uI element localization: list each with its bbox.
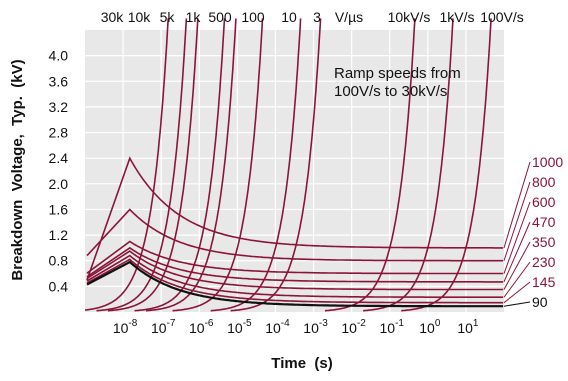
leader-800 bbox=[503, 181, 531, 261]
breakdown-curve-90 bbox=[86, 260, 504, 308]
breakdown-curve-1000 bbox=[86, 156, 504, 281]
x-tick-label: 10-8 bbox=[113, 318, 138, 336]
ramp-curve-5k bbox=[107, 18, 199, 312]
y-tick-label: 2.8 bbox=[49, 125, 69, 141]
leader-230 bbox=[503, 261, 531, 298]
breakdown-curve-145 bbox=[86, 258, 504, 304]
series-label-145: 145 bbox=[532, 274, 556, 290]
series-label-600: 600 bbox=[532, 194, 556, 210]
x-tick-label: 101 bbox=[457, 318, 479, 336]
y-tick-label: 0.8 bbox=[49, 253, 69, 269]
ramp-speed-label: 10kV/s bbox=[388, 9, 431, 25]
ramp-speed-label: 500 bbox=[208, 9, 232, 25]
y-tick-label: 0.4 bbox=[49, 278, 69, 294]
ramp-speed-label: 1k bbox=[186, 9, 202, 25]
series-label-90: 90 bbox=[532, 294, 548, 310]
ramp-curve-1k bbox=[134, 18, 226, 312]
y-tick-label: 4.0 bbox=[49, 48, 69, 64]
leader-350 bbox=[503, 241, 531, 290]
y-tick-label: 2.4 bbox=[49, 150, 69, 166]
breakdown-curve-350 bbox=[86, 250, 504, 291]
ramp-speed-label: V/µs bbox=[335, 9, 363, 25]
series-label-230: 230 bbox=[532, 254, 556, 270]
annotation-line-2: 100V/s to 30kV/s bbox=[334, 83, 447, 100]
leader-1000 bbox=[503, 161, 531, 249]
breakdown-curves bbox=[86, 156, 504, 308]
y-tick-label: 3.6 bbox=[49, 73, 69, 89]
ramp-curves bbox=[85, 18, 492, 312]
ramp-speed-label: 100 bbox=[241, 9, 265, 25]
ramp-curve-3 bbox=[230, 18, 322, 312]
y-axis-title: Breakdown Voltage, Typ. (kV) bbox=[9, 59, 26, 280]
x-tick-label: 100 bbox=[419, 318, 441, 336]
y-tick-labels: 0.4 0.8 1.2 1.6 2.0 2.4 2.8 3.2 3.6 4.0 bbox=[49, 48, 69, 295]
x-tick-label: 10-6 bbox=[189, 318, 214, 336]
x-tick-label: 10-7 bbox=[151, 318, 176, 336]
annotation-line-1: Ramp speeds from bbox=[334, 65, 461, 82]
breakdown-curve-230 bbox=[86, 254, 504, 298]
ramp-curve-10kVs bbox=[325, 18, 416, 312]
leader-145 bbox=[503, 281, 531, 304]
leader-600 bbox=[503, 201, 531, 274]
series-label-leaders bbox=[503, 161, 531, 307]
series-label-1000: 1000 bbox=[532, 154, 563, 170]
ramp-curve-10k bbox=[96, 18, 188, 312]
y-tick-label: 2.0 bbox=[49, 176, 69, 192]
x-tick-label: 10-5 bbox=[227, 318, 252, 336]
ramp-speed-label: 3 bbox=[313, 9, 321, 25]
ramp-curve-100 bbox=[172, 18, 264, 312]
ramp-speed-label: 10k bbox=[128, 9, 152, 25]
x-tick-label: 10-2 bbox=[341, 318, 366, 336]
breakdown-curve-800 bbox=[86, 208, 504, 262]
ramp-speed-label: 100V/s bbox=[480, 9, 524, 25]
ramp-speed-labels: 30k 10k 5k 1k 500 100 10 3 V/µs 10kV/s 1kV/s 100V/s bbox=[101, 9, 524, 25]
x-tick-label: 10-3 bbox=[303, 318, 328, 336]
x-axis-title: Time (s) bbox=[271, 355, 332, 372]
x-tick-label: 10-1 bbox=[379, 318, 404, 336]
series-labels: 1000 800 600 470 350 230 145 90 bbox=[532, 154, 563, 310]
ramp-curve-30k bbox=[85, 18, 169, 311]
breakdown-curve-470 bbox=[86, 246, 504, 283]
ramp-curve-1kVs bbox=[363, 18, 454, 312]
series-label-470: 470 bbox=[532, 214, 556, 230]
x-tick-label: 10-4 bbox=[265, 318, 290, 336]
leader-90 bbox=[503, 301, 531, 307]
y-tick-label: 1.2 bbox=[49, 227, 69, 243]
y-tick-label: 1.6 bbox=[49, 201, 69, 217]
ramp-speed-label: 1kV/s bbox=[439, 9, 474, 25]
ramp-speed-label: 5k bbox=[160, 9, 176, 25]
series-label-800: 800 bbox=[532, 174, 556, 190]
x-tick-labels: 10-8 10-7 10-6 10-5 10-4 10-3 10-2 10-1 100 101 bbox=[113, 318, 479, 336]
breakdown-curve-600 bbox=[86, 240, 504, 275]
plot-background bbox=[85, 30, 504, 312]
y-tick-label: 3.2 bbox=[49, 99, 69, 115]
ramp-speed-label: 30k bbox=[101, 9, 125, 25]
leader-470 bbox=[503, 221, 531, 283]
ramp-curve-10 bbox=[210, 18, 302, 312]
ramp-curve-100Vs bbox=[401, 18, 492, 312]
ramp-speed-label: 10 bbox=[281, 9, 297, 25]
series-label-350: 350 bbox=[532, 234, 556, 250]
